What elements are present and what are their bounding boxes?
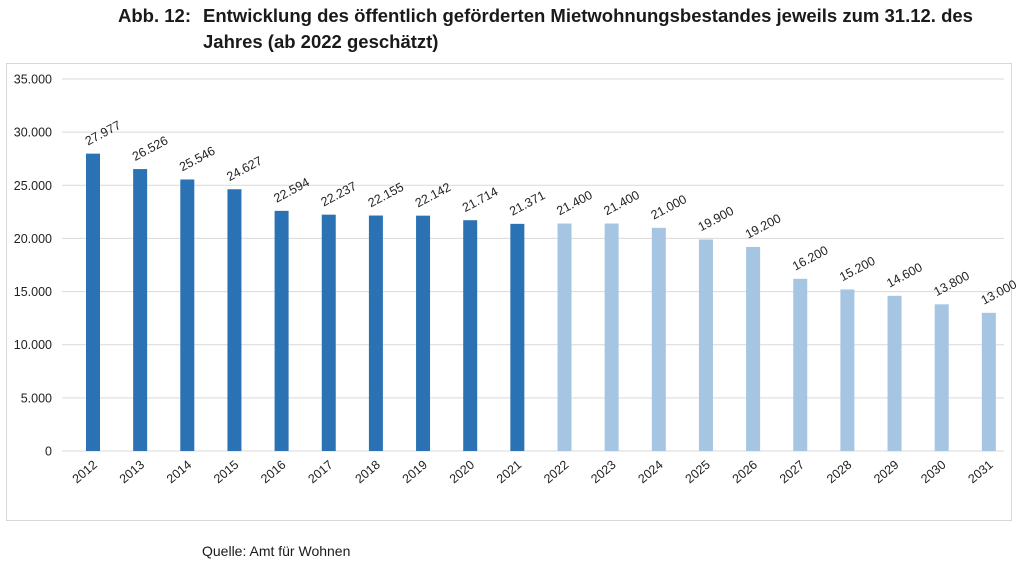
- y-tick-label: 30.000: [14, 126, 52, 140]
- y-tick-label: 5.000: [21, 391, 52, 405]
- bar: [180, 179, 195, 451]
- bar: [133, 169, 148, 451]
- x-tick-label: 2021: [494, 458, 524, 487]
- data-label: 21.400: [554, 188, 594, 218]
- bar: [416, 215, 431, 451]
- bar: [840, 289, 855, 451]
- bar: [746, 246, 761, 451]
- x-tick-label: 2020: [447, 458, 477, 487]
- source-note: Quelle: Amt für Wohnen: [202, 543, 351, 559]
- x-tick-label: 2017: [305, 458, 335, 487]
- data-label: 14.600: [884, 260, 924, 290]
- data-label: 21.000: [649, 192, 689, 222]
- x-tick-label: 2014: [164, 458, 194, 487]
- data-label: 26.526: [130, 133, 170, 163]
- bar: [604, 223, 619, 451]
- data-label: 16.200: [790, 243, 830, 273]
- data-label: 15.200: [837, 254, 877, 284]
- data-label: 13.000: [979, 277, 1019, 307]
- bar: [934, 304, 949, 451]
- bar: [887, 295, 902, 451]
- x-tick-label: 2029: [871, 458, 901, 487]
- bar: [981, 312, 996, 451]
- data-label: 22.142: [413, 180, 453, 210]
- chart-frame: [6, 63, 1012, 521]
- x-tick-label: 2028: [824, 458, 854, 487]
- data-label: 22.237: [319, 179, 359, 209]
- x-tick-label: 2013: [117, 458, 147, 487]
- y-tick-label: 10.000: [14, 338, 52, 352]
- data-label: 22.155: [366, 180, 406, 210]
- y-tick-label: 35.000: [14, 73, 52, 87]
- bar: [557, 223, 572, 451]
- bar: [463, 220, 478, 451]
- x-tick-label: 2023: [588, 458, 618, 487]
- figure-title: Entwicklung des öffentlich geförderten M…: [203, 5, 973, 52]
- x-tick-label: 2026: [730, 458, 760, 487]
- x-tick-label: 2018: [353, 458, 383, 487]
- x-tick-label: 2022: [541, 458, 571, 487]
- data-label: 21.400: [601, 188, 641, 218]
- data-label: 13.800: [932, 269, 972, 299]
- x-tick-label: 2012: [70, 458, 100, 487]
- bar: [651, 227, 666, 451]
- x-tick-label: 2015: [211, 458, 241, 487]
- data-label: 19.200: [743, 211, 783, 241]
- x-tick-label: 2024: [635, 458, 665, 487]
- bar: [274, 210, 289, 451]
- data-label: 24.627: [224, 154, 264, 184]
- bar: [321, 214, 336, 451]
- data-label: 27.977: [83, 118, 123, 148]
- bar: [698, 239, 713, 451]
- x-tick-label: 2019: [400, 458, 430, 487]
- y-tick-label: 25.000: [14, 179, 52, 193]
- data-label: 19.900: [696, 204, 736, 234]
- y-tick-label: 20.000: [14, 232, 52, 246]
- data-label: 21.371: [507, 188, 547, 218]
- bar: [510, 223, 525, 451]
- data-label: 22.594: [271, 175, 311, 205]
- x-tick-label: 2016: [258, 458, 288, 487]
- x-tick-label: 2031: [965, 458, 995, 487]
- figure-number: Abb. 12:: [118, 5, 191, 26]
- x-tick-label: 2030: [918, 458, 948, 487]
- bar: [86, 153, 100, 451]
- bar: [793, 278, 808, 451]
- data-label: 25.546: [177, 144, 217, 174]
- data-label: 21.714: [460, 185, 500, 215]
- x-tick-label: 2025: [683, 458, 713, 487]
- x-tick-label: 2027: [777, 458, 807, 487]
- bar: [368, 215, 383, 451]
- y-tick-label: 0: [45, 445, 52, 459]
- y-tick-label: 15.000: [14, 285, 52, 299]
- bar: [227, 189, 242, 451]
